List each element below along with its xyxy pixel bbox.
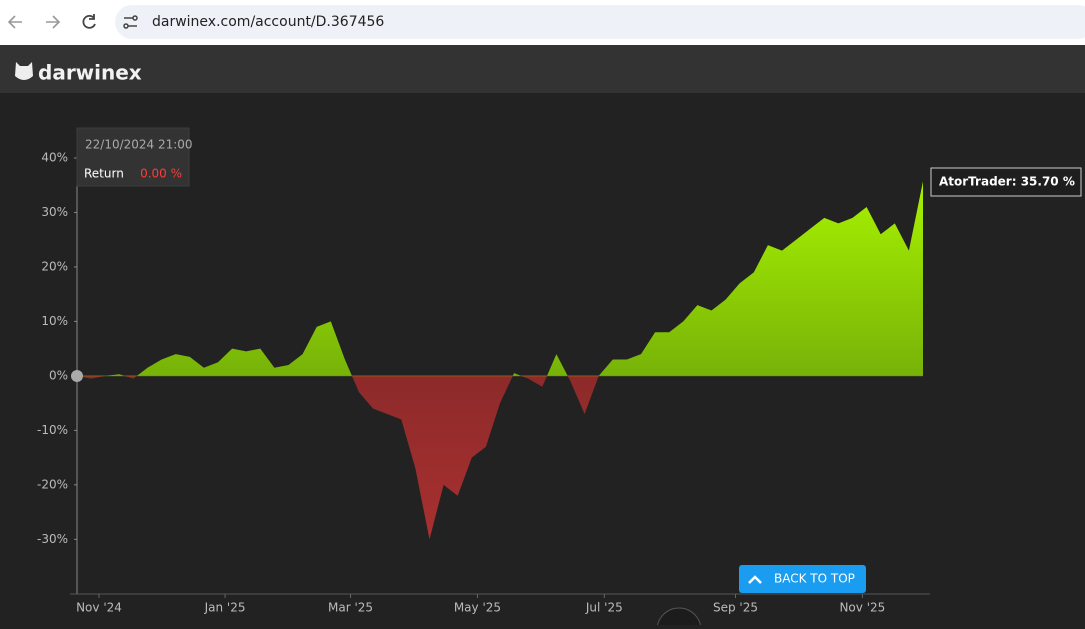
x-tick-label: Jul '25 (585, 601, 623, 615)
end-label-box (930, 167, 1082, 197)
tooltip-date: 22/10/2024 21:00 (85, 138, 193, 152)
hover-point (71, 370, 83, 382)
y-tick-label: 10% (41, 314, 68, 328)
plot: 40% 30% 20% 10% 0% -10% -20% -30% Nov '24 Jan '25… (37, 150, 923, 615)
end-label: AtorTrader: 35.70 % (939, 175, 1075, 189)
back-to-top-label: BACK TO TOP (774, 572, 855, 586)
tooltip-value: 0.00 % (140, 167, 182, 181)
y-tick-label: -10% (37, 423, 68, 437)
url: darwinex.com/account/D.367456 (152, 14, 384, 30)
x-tick-label: Nov '24 (76, 601, 122, 615)
x-tick-label: Jan '25 (204, 601, 246, 615)
back-to-top-button[interactable] (739, 565, 866, 593)
y-tick-label: 40% (41, 150, 68, 164)
back-to-top-icon (748, 575, 762, 584)
forward-button[interactable] (46, 15, 61, 29)
logo-text: darwinex (38, 61, 142, 85)
site-header (0, 45, 1085, 93)
back-button[interactable] (7, 15, 22, 29)
x-tick-label: Sep '25 (713, 601, 758, 615)
tooltip: 22/10/2024 21:00 Return 0.00 % (76, 127, 193, 187)
y-tick-label: -30% (37, 532, 68, 546)
area-positive (105, 181, 923, 376)
site-info-icon[interactable] (123, 15, 138, 29)
scroll-button[interactable] (656, 607, 702, 629)
url-field[interactable] (115, 5, 1085, 39)
x-tick-label: Nov '25 (839, 601, 885, 615)
x-tick-label: Mar '25 (328, 601, 373, 615)
y-tick-label: 20% (41, 259, 68, 273)
y-tick-label: 0% (49, 368, 68, 382)
reload-button[interactable] (82, 14, 96, 29)
y-tick-label: 30% (41, 205, 68, 219)
tooltip-box (76, 127, 190, 187)
logo-icon (15, 62, 33, 80)
x-tick-label: May '25 (454, 601, 501, 615)
y-tick-label: -20% (37, 477, 68, 491)
tooltip-label: Return (84, 167, 124, 181)
